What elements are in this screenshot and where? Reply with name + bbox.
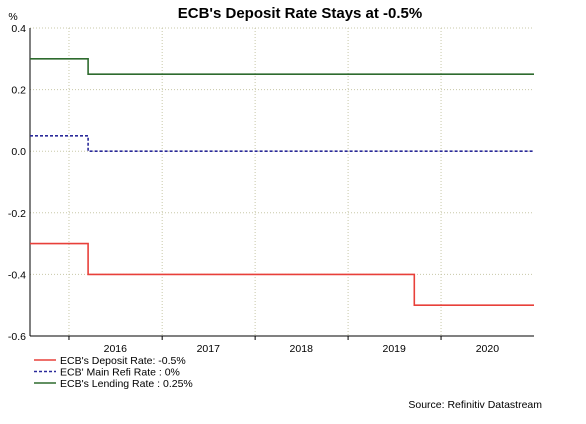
chart-title: ECB's Deposit Rate Stays at -0.5% xyxy=(178,5,422,22)
source-note: Source: Refinitiv Datastream xyxy=(408,399,542,411)
x-tick-label: 2019 xyxy=(383,343,407,355)
x-tick-label: 2020 xyxy=(476,343,500,355)
legend-label: ECB's Deposit Rate: -0.5% xyxy=(60,355,186,367)
series-line-3 xyxy=(30,57,534,75)
legend-label: ECB' Main Refi Rate : 0% xyxy=(60,367,180,379)
series-lines xyxy=(30,57,534,307)
y-tick-label: -0.6 xyxy=(8,331,26,343)
y-tick-label: 0.0 xyxy=(11,146,26,158)
axes: 0.4 0.2 0.0 -0.2 -0.4 -0.6 2016 2017 2018 2019 202… xyxy=(8,23,534,355)
y-axis-unit: % xyxy=(8,11,17,23)
x-tick-label: 2016 xyxy=(104,343,128,355)
series-line-1 xyxy=(30,242,534,307)
x-tick-label: 2017 xyxy=(197,343,221,355)
legend-label: ECB's Lending Rate : 0.25% xyxy=(60,378,193,390)
x-tick-label: 2018 xyxy=(290,343,314,355)
legend: ECB's Deposit Rate: -0.5%ECB' Main Refi … xyxy=(34,355,193,390)
y-tick-label: 0.4 xyxy=(11,23,26,35)
y-tick-label: -0.4 xyxy=(8,269,26,281)
y-tick-label: 0.2 xyxy=(11,85,26,97)
y-tick-label: -0.2 xyxy=(8,208,26,220)
series-line-2 xyxy=(30,135,534,152)
